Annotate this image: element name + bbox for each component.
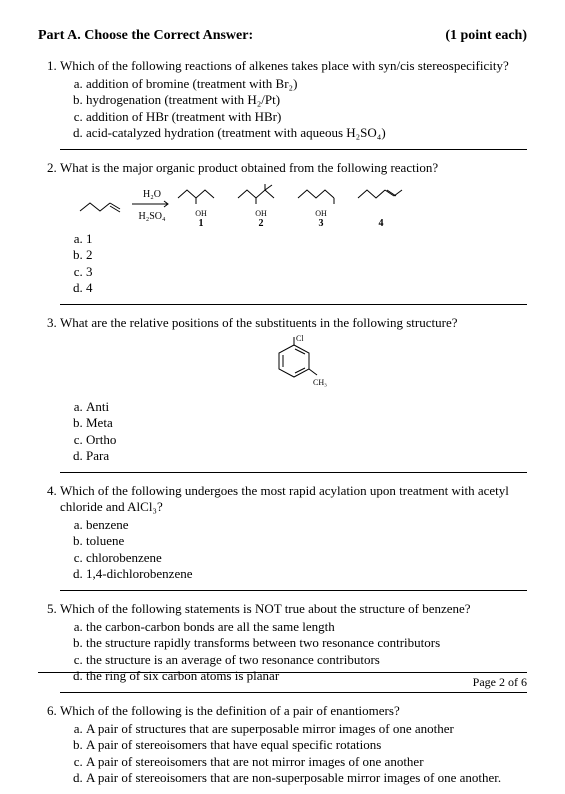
page-footer: Page 2 of 6 <box>38 672 527 690</box>
product4-icon <box>356 182 406 206</box>
q2-opt-c: 3 <box>86 264 527 280</box>
q5-opt-b: the structure rapidly transforms between… <box>86 635 527 651</box>
q4-opt-b: toluene <box>86 533 527 549</box>
q2-reagent-top: H₂O <box>132 189 172 200</box>
q2-oh-3: OH <box>296 209 346 218</box>
q6-text: Which of the following is the definition… <box>60 703 400 718</box>
q4-text: Which of the following undergoes the mos… <box>60 483 509 514</box>
q1-opt-a: addition of bromine (treatment with Br₂) <box>86 76 527 92</box>
q2-opt-b: 2 <box>86 247 527 263</box>
arrow-icon <box>132 200 172 208</box>
q2-opt-d: 4 <box>86 280 527 296</box>
q2-label-1: 1 <box>176 218 226 229</box>
product1-icon <box>176 182 226 206</box>
q4-opt-a: benzene <box>86 517 527 533</box>
q4-options: benzene toluene chlorobenzene 1,4-dichlo… <box>60 517 527 582</box>
q5-text: Which of the following statements is NOT… <box>60 601 471 616</box>
q1-opt-c: addition of HBr (treatment with HBr) <box>86 109 527 125</box>
q2-product-3: OH 3 <box>296 182 346 229</box>
q1-opt-b: hydrogenation (treatment with H₂/Pt) <box>86 92 527 108</box>
q6-opt-c: A pair of stereoisomers that are not mir… <box>86 754 527 770</box>
q2-product-2: OH 2 <box>236 182 286 229</box>
q6-opt-a: A pair of structures that are superposab… <box>86 721 527 737</box>
q1-text: Which of the following reactions of alke… <box>60 58 509 73</box>
q2-oh-1: OH <box>176 209 226 218</box>
q2-text: What is the major organic product obtain… <box>60 160 438 175</box>
question-1: Which of the following reactions of alke… <box>60 58 527 150</box>
q1-options: addition of bromine (treatment with Br₂)… <box>60 76 527 141</box>
question-2: What is the major organic product obtain… <box>60 160 527 305</box>
question-6: Which of the following is the definition… <box>60 703 527 794</box>
svg-text:CH₃: CH₃ <box>313 378 327 387</box>
q2-product-1: OH 1 <box>176 182 226 229</box>
q5-opt-c: the structure is an average of two reson… <box>86 652 527 668</box>
q3-text: What are the relative positions of the s… <box>60 315 457 330</box>
benzene-structure-icon: Cl CH₃ <box>259 335 329 391</box>
q2-product-4: . 4 <box>356 182 406 229</box>
q2-label-4: 4 <box>356 218 406 229</box>
q6-options: A pair of structures that are superposab… <box>60 721 527 786</box>
q2-reagents: H₂O H₂SO₄ <box>132 189 172 222</box>
question-4: Which of the following undergoes the mos… <box>60 483 527 591</box>
q3-options: Anti Meta Ortho Para <box>60 399 527 464</box>
q4-opt-d: 1,4-dichlorobenzene <box>86 566 527 582</box>
q2-opt-a: 1 <box>86 231 527 247</box>
part-header: Part A. Choose the Correct Answer: (1 po… <box>38 28 527 44</box>
q3-opt-c: Ortho <box>86 432 527 448</box>
q3-opt-a: Anti <box>86 399 527 415</box>
alkene-structure-icon <box>78 193 128 219</box>
q4-opt-c: chlorobenzene <box>86 550 527 566</box>
q2-reaction: H₂O H₂SO₄ OH 1 OH 2 OH 3 <box>78 182 527 229</box>
q2-oh-2: OH <box>236 209 286 218</box>
product2-icon <box>236 182 286 206</box>
q6-opt-d: A pair of stereoisomers that are non-sup… <box>86 770 527 786</box>
header-right: (1 point each) <box>445 28 527 44</box>
q3-structure: Cl CH₃ <box>60 335 527 395</box>
q2-reagent-bot: H₂SO₄ <box>132 211 172 222</box>
question-3: What are the relative positions of the s… <box>60 315 527 473</box>
q5-opt-a: the carbon-carbon bonds are all the same… <box>86 619 527 635</box>
q3-opt-d: Para <box>86 448 527 464</box>
q3-opt-b: Meta <box>86 415 527 431</box>
svg-text:Cl: Cl <box>296 335 304 343</box>
q2-options: 1 2 3 4 <box>60 231 527 296</box>
q6-opt-b: A pair of stereoisomers that have equal … <box>86 737 527 753</box>
q2-label-2: 2 <box>236 218 286 229</box>
product3-icon <box>296 182 346 206</box>
q1-opt-d: acid-catalyzed hydration (treatment with… <box>86 125 527 141</box>
q2-label-3: 3 <box>296 218 346 229</box>
header-left: Part A. Choose the Correct Answer: <box>38 28 253 44</box>
